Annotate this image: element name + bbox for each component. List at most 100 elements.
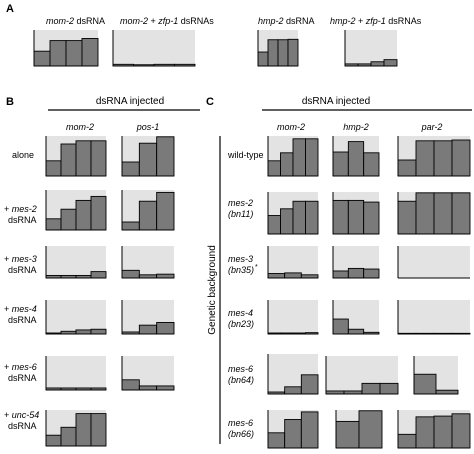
panel-a-letter: A xyxy=(6,3,14,15)
bar xyxy=(347,199,365,235)
bar-chart xyxy=(267,300,319,335)
chart-background xyxy=(113,30,195,66)
chart-background xyxy=(46,300,106,334)
bar xyxy=(138,142,158,177)
bar xyxy=(284,419,302,449)
panel-b-row-label: + mes-6 xyxy=(4,362,37,372)
bar-chart xyxy=(332,300,380,335)
panel-a-label-part: dsRNA xyxy=(74,16,105,26)
bar xyxy=(49,40,67,67)
bar xyxy=(90,195,107,231)
bar xyxy=(90,271,107,279)
panel-c-row-label: mes-3 xyxy=(228,254,253,264)
bar xyxy=(415,192,435,235)
panel-b-row-suffix: dsRNA xyxy=(8,373,37,383)
panel-c-row-label: mes-6 xyxy=(228,364,253,374)
bar-chart xyxy=(397,246,470,279)
bar xyxy=(383,59,398,67)
row-prefix: + xyxy=(4,362,12,372)
bar xyxy=(75,413,92,447)
row-gene: mes-4 xyxy=(12,304,37,314)
bar xyxy=(121,221,140,231)
bar xyxy=(347,141,365,177)
bar xyxy=(156,136,175,177)
bar xyxy=(121,269,140,279)
bar-chart xyxy=(397,136,471,177)
row-allele: (bn66) xyxy=(228,429,254,439)
bar-chart xyxy=(267,192,319,235)
bar xyxy=(363,201,380,235)
bar xyxy=(363,268,380,279)
panel-c-row-sublabel: (bn35)* xyxy=(228,264,258,275)
bar-chart xyxy=(344,30,398,67)
bar xyxy=(75,140,92,177)
row-asterisk: * xyxy=(255,264,258,271)
row-allele: (bn35) xyxy=(228,265,254,275)
row-gene: mes-6 xyxy=(12,362,37,372)
bar-chart xyxy=(45,246,107,279)
panel-c-row-label: mes-2 xyxy=(228,198,253,208)
bar xyxy=(267,160,281,177)
panel-c-header: dsRNA injected xyxy=(302,96,370,107)
panel-b-letter: B xyxy=(6,96,14,108)
bar-chart xyxy=(325,356,399,395)
bar xyxy=(433,415,453,449)
bar xyxy=(121,379,140,391)
panel-c-row-label: mes-6 xyxy=(228,418,253,428)
bar xyxy=(397,200,417,235)
bar xyxy=(138,200,158,231)
chart-background xyxy=(398,246,470,278)
bar xyxy=(90,413,107,447)
bar xyxy=(138,385,158,391)
bar-chart xyxy=(267,354,319,395)
chart-background xyxy=(398,300,470,334)
bar xyxy=(415,140,435,177)
panel-b-row-suffix: dsRNA xyxy=(8,215,37,225)
panel-b-row-alone: alone xyxy=(12,150,34,160)
panel-c: C dsRNA injected mom-2 hmp-2 par-2 Genet… xyxy=(206,96,472,444)
bar xyxy=(75,329,92,335)
bar xyxy=(300,374,319,395)
bar xyxy=(280,152,294,177)
bar xyxy=(287,38,299,67)
bar-chart xyxy=(45,136,107,177)
panel-c-col-par-2: par-2 xyxy=(421,122,443,132)
row-prefix: + xyxy=(4,410,12,420)
bar xyxy=(284,272,302,279)
bar xyxy=(81,38,99,67)
bar xyxy=(370,61,385,67)
bar xyxy=(75,199,92,231)
bar xyxy=(267,273,286,279)
bar xyxy=(361,382,381,395)
bar xyxy=(292,138,306,177)
bar-chart xyxy=(267,246,319,279)
bar xyxy=(60,208,77,231)
bar xyxy=(156,273,175,279)
bar xyxy=(433,192,453,235)
bar-chart xyxy=(267,410,319,449)
panel-b-row-label: + unc-54 xyxy=(4,410,39,420)
bar xyxy=(90,328,107,335)
bar xyxy=(332,270,349,279)
panel-a-label-part: zfp-1 xyxy=(365,16,386,26)
panel-b-col-mom-2: mom-2 xyxy=(66,122,94,132)
panel-c-col-hmp-2: hmp-2 xyxy=(343,122,369,132)
panel-a-label-part: dsRNA xyxy=(284,16,315,26)
panel-a-label-part: dsRNAs xyxy=(178,16,214,26)
row-allele: (bn23) xyxy=(228,319,254,329)
panel-a-label-part: mom-2 xyxy=(120,16,148,26)
panel-c-row-label: wild-type xyxy=(227,150,264,160)
row-allele: (bn64) xyxy=(228,375,254,385)
row-allele: (bn11) xyxy=(228,209,253,219)
bar xyxy=(435,389,459,395)
bar xyxy=(332,151,349,177)
bar xyxy=(358,410,383,449)
panel-b-row-label: + mes-4 xyxy=(4,304,37,314)
bar xyxy=(413,373,437,395)
bar xyxy=(65,40,83,67)
row-prefix: + xyxy=(4,254,12,264)
panel-a-label-1: mom-2 dsRNA xyxy=(46,16,105,26)
bar xyxy=(397,433,417,449)
